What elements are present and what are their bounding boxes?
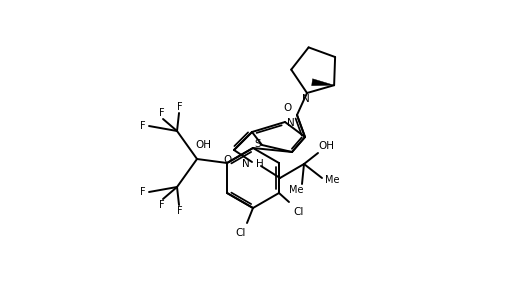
Text: F: F: [177, 206, 183, 216]
Text: N: N: [287, 118, 295, 128]
Text: N: N: [302, 94, 310, 104]
Text: F: F: [159, 108, 165, 118]
Polygon shape: [312, 79, 334, 86]
Text: Cl: Cl: [294, 207, 304, 217]
Text: Me: Me: [325, 175, 339, 185]
Text: O: O: [224, 155, 232, 165]
Text: S: S: [254, 139, 261, 149]
Text: F: F: [140, 187, 146, 197]
Text: F: F: [140, 121, 146, 131]
Text: H: H: [256, 159, 264, 169]
Text: OH: OH: [318, 141, 334, 151]
Text: OH: OH: [195, 140, 211, 150]
Text: F: F: [177, 102, 183, 112]
Text: N: N: [242, 159, 250, 169]
Text: F: F: [159, 200, 165, 210]
Text: O: O: [283, 103, 291, 113]
Text: Me: Me: [289, 185, 303, 195]
Text: Cl: Cl: [236, 228, 246, 238]
